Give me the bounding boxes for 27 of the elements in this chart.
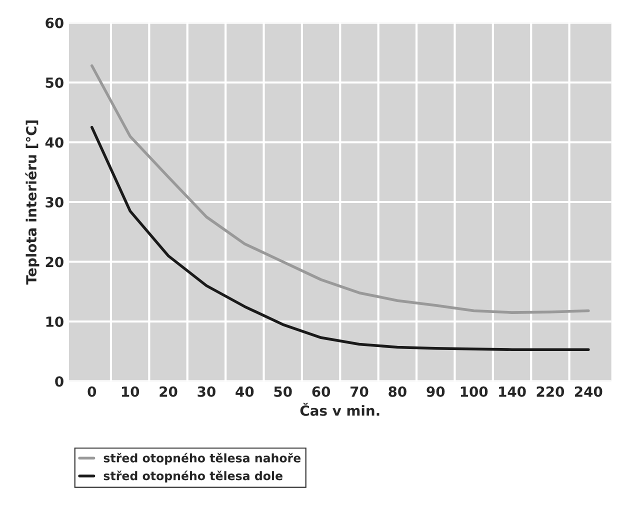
x-tick-label: 0 <box>88 386 96 397</box>
x-tick-label: 220 <box>536 386 564 397</box>
y-tick-label: 50 <box>46 77 64 88</box>
legend-label: střed otopného tělesa nahoře <box>104 452 301 465</box>
x-tick-label: 70 <box>350 386 368 397</box>
legend-label: střed otopného tělesa dole <box>104 470 282 483</box>
y-tick-label: 40 <box>45 137 64 148</box>
y-tick-label: 30 <box>46 196 64 208</box>
y-tick-label: 10 <box>46 316 64 327</box>
x-tick-label: 20 <box>160 386 178 397</box>
y-tick-label: 0 <box>55 376 64 387</box>
y-tick-label: 60 <box>46 18 64 28</box>
x-tick-label: 60 <box>312 386 330 397</box>
x-tick-label: 140 <box>499 386 526 397</box>
x-tick-label: 40 <box>236 386 254 397</box>
x-axis-title: Čas v min. <box>300 402 380 416</box>
line-series <box>90 64 590 314</box>
x-tick-label: 30 <box>198 386 216 397</box>
x-tick-label: 50 <box>274 386 292 397</box>
y-tick-label: 20 <box>46 256 64 268</box>
x-tick-label: 240 <box>575 386 602 397</box>
y-axis-title: Teplota interiéru [°C] <box>25 120 40 285</box>
line-series <box>90 126 590 351</box>
x-tick-label: 100 <box>460 386 488 397</box>
x-tick-label: 80 <box>388 386 406 397</box>
x-tick-label: 90 <box>426 386 445 397</box>
x-tick-label: 10 <box>122 386 140 397</box>
